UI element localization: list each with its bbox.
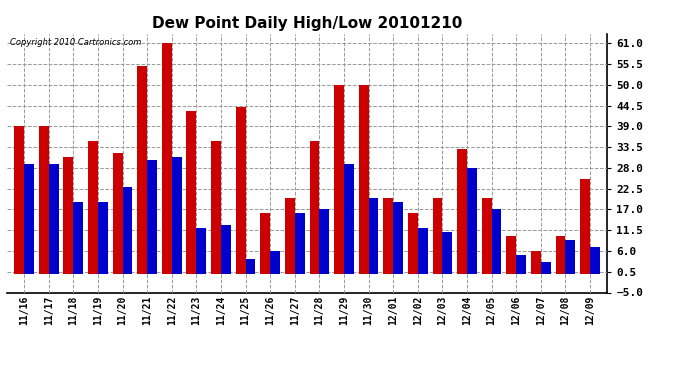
Bar [433, 198, 442, 274]
Bar [344, 164, 354, 274]
Bar [211, 141, 221, 274]
Bar [368, 198, 378, 274]
Bar [197, 228, 206, 274]
Bar [482, 198, 491, 274]
Bar [580, 179, 590, 274]
Bar [24, 164, 34, 274]
Bar [457, 149, 467, 274]
Bar [49, 164, 59, 274]
Bar [310, 141, 319, 274]
Bar [63, 156, 73, 274]
Bar [172, 156, 181, 274]
Bar [417, 228, 428, 274]
Bar [506, 236, 516, 274]
Bar [186, 111, 197, 274]
Bar [88, 141, 98, 274]
Bar [555, 236, 565, 274]
Bar [147, 160, 157, 274]
Bar [236, 107, 246, 274]
Bar [393, 202, 403, 274]
Bar [73, 202, 83, 274]
Bar [516, 255, 526, 274]
Bar [270, 251, 280, 274]
Bar [295, 213, 304, 274]
Title: Dew Point Daily High/Low 20101210: Dew Point Daily High/Low 20101210 [152, 16, 462, 31]
Bar [246, 258, 255, 274]
Bar [123, 187, 132, 274]
Bar [162, 43, 172, 274]
Bar [408, 213, 417, 274]
Bar [260, 213, 270, 274]
Bar [221, 225, 230, 274]
Bar [491, 209, 502, 274]
Bar [334, 85, 344, 274]
Bar [285, 198, 295, 274]
Bar [137, 66, 147, 274]
Bar [39, 126, 49, 274]
Bar [590, 247, 600, 274]
Bar [565, 240, 575, 274]
Bar [541, 262, 551, 274]
Bar [359, 85, 368, 274]
Bar [319, 209, 329, 274]
Bar [467, 168, 477, 274]
Bar [14, 126, 24, 274]
Bar [112, 153, 123, 274]
Bar [98, 202, 108, 274]
Text: Copyright 2010 Cartronics.com: Copyright 2010 Cartronics.com [10, 38, 141, 46]
Bar [531, 251, 541, 274]
Bar [442, 232, 452, 274]
Bar [384, 198, 393, 274]
